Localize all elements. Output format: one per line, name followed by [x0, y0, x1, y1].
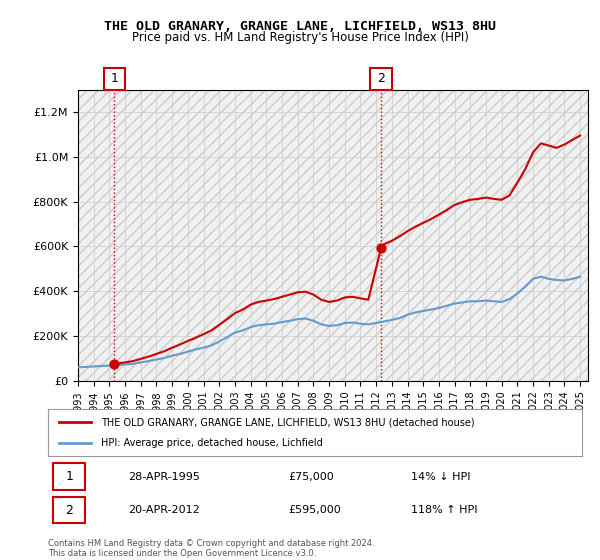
Text: 2: 2 — [377, 72, 385, 86]
Bar — [78, 90, 588, 381]
Point — [110, 360, 119, 368]
Text: 1: 1 — [110, 72, 118, 86]
Text: 14% ↓ HPI: 14% ↓ HPI — [411, 472, 470, 482]
Text: THE OLD GRANARY, GRANGE LANE, LICHFIELD, WS13 8HU: THE OLD GRANARY, GRANGE LANE, LICHFIELD,… — [104, 20, 496, 32]
Text: Price paid vs. HM Land Registry's House Price Index (HPI): Price paid vs. HM Land Registry's House … — [131, 31, 469, 44]
Text: 118% ↑ HPI: 118% ↑ HPI — [411, 505, 478, 515]
Text: 28-APR-1995: 28-APR-1995 — [128, 472, 200, 482]
FancyBboxPatch shape — [53, 463, 85, 490]
Text: £75,000: £75,000 — [289, 472, 334, 482]
Text: 20-APR-2012: 20-APR-2012 — [128, 505, 200, 515]
Point — [376, 243, 386, 252]
Text: £595,000: £595,000 — [289, 505, 341, 515]
Text: 1: 1 — [65, 470, 73, 483]
Text: HPI: Average price, detached house, Lichfield: HPI: Average price, detached house, Lich… — [101, 438, 323, 448]
FancyBboxPatch shape — [53, 497, 85, 524]
Text: Contains HM Land Registry data © Crown copyright and database right 2024.
This d: Contains HM Land Registry data © Crown c… — [48, 539, 374, 558]
Text: THE OLD GRANARY, GRANGE LANE, LICHFIELD, WS13 8HU (detached house): THE OLD GRANARY, GRANGE LANE, LICHFIELD,… — [101, 417, 475, 427]
Text: 2: 2 — [65, 503, 73, 517]
